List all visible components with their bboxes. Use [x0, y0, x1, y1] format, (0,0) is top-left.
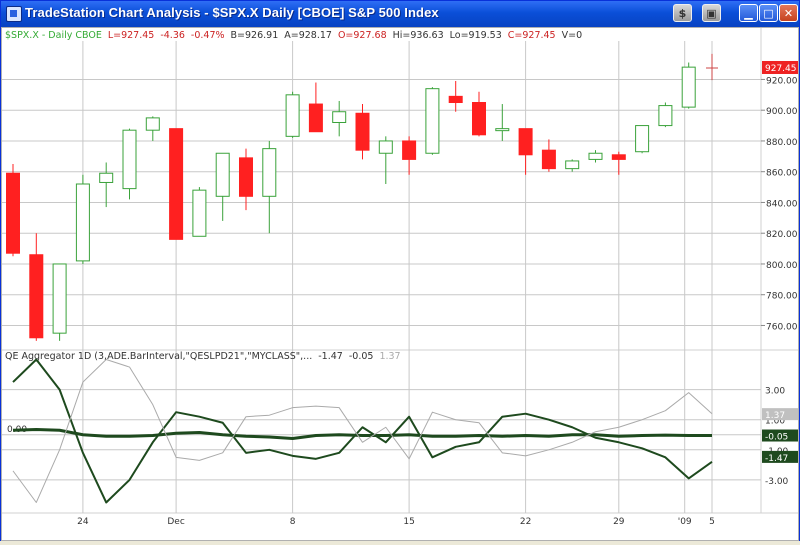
status-field: C=927.45: [508, 30, 556, 41]
price-chart[interactable]: $SPX.X - Daily CBOE L=927.45 -4.36 -0.47% B=…: [1, 27, 799, 541]
toolbar-button[interactable]: ▣: [702, 4, 721, 22]
time-tick-label: 5: [709, 517, 715, 527]
indicator-value-label: -0.05: [765, 433, 788, 443]
status-field: O=927.68: [338, 30, 387, 41]
candle-up[interactable]: [192, 189, 207, 237]
time-tick-label: 8: [290, 517, 296, 527]
indicator-tick-label: 1.00: [765, 417, 785, 427]
price-tick-label: 840.00: [766, 199, 798, 209]
price-tick-label: 880.00: [766, 138, 798, 148]
status-field: $SPX.X - Daily CBOE: [5, 30, 102, 41]
candle-up[interactable]: [425, 88, 440, 154]
candle-down[interactable]: [29, 254, 44, 339]
candle-down[interactable]: [308, 103, 323, 133]
price-tick-label: 780.00: [766, 292, 798, 302]
indicator-value-label: 1.37: [765, 411, 785, 421]
candle-down[interactable]: [6, 172, 20, 254]
minimize-button[interactable]: ▁: [739, 4, 758, 22]
candle-up[interactable]: [658, 105, 673, 127]
candle-up[interactable]: [262, 148, 277, 197]
price-tick-label: 920.00: [766, 76, 798, 86]
time-tick-label: 15: [403, 517, 414, 527]
indicator-tick-label: 3.00: [765, 387, 785, 397]
candle-down[interactable]: [518, 128, 533, 156]
indicator-value-badge: [762, 450, 799, 463]
time-tick-label: 29: [613, 517, 625, 527]
status-field: A=928.17: [284, 30, 332, 41]
candle-up[interactable]: [145, 117, 160, 131]
indicator-series-line: [12, 359, 713, 503]
time-tick-label: 24: [77, 517, 89, 527]
dollar-button[interactable]: $: [673, 4, 692, 22]
last-price-badge: [762, 60, 799, 74]
candle-up[interactable]: [52, 263, 67, 334]
candle-down[interactable]: [472, 102, 486, 136]
indicator-series-line: [12, 427, 712, 441]
indicator-value-badge: [762, 408, 799, 421]
candle-up[interactable]: [75, 183, 90, 262]
indicator-tick-label: -3.00: [765, 477, 789, 487]
candle-down[interactable]: [355, 112, 370, 151]
last-price-label: 927.45: [765, 64, 797, 74]
indicator-value-badge: [762, 429, 799, 442]
price-tick-label: 760.00: [766, 322, 798, 332]
status-field: -0.47%: [191, 30, 225, 41]
candle-up[interactable]: [635, 125, 650, 153]
candle-down[interactable]: [611, 154, 626, 160]
status-field: V=0: [562, 30, 583, 41]
indicator-field: -1.47: [318, 351, 343, 362]
candle-up[interactable]: [495, 128, 510, 132]
candle-up[interactable]: [378, 140, 393, 154]
indicator-field: 1.37: [379, 351, 400, 362]
indicator-series-line: [12, 358, 713, 504]
candle-up[interactable]: [122, 129, 137, 190]
status-field: Lo=919.53: [450, 30, 502, 41]
maximize-button[interactable]: □: [759, 4, 778, 22]
price-tick-label: 860.00: [766, 169, 798, 179]
app-icon[interactable]: [6, 6, 22, 22]
chart-background: [1, 27, 799, 541]
indicator-field: QE Aggregator 1D (3,ADE.BarInterval,"QES…: [5, 351, 312, 362]
candle-down[interactable]: [541, 149, 556, 170]
candle-down[interactable]: [239, 157, 253, 197]
time-tick-label: '09: [678, 517, 692, 527]
status-field: L=927.45: [108, 30, 155, 41]
close-button[interactable]: ✕: [779, 4, 798, 22]
price-tick-label: 900.00: [766, 107, 798, 117]
candle-up[interactable]: [565, 160, 580, 170]
indicator-value-label: -1.47: [765, 454, 788, 464]
candle-up[interactable]: [332, 111, 347, 123]
status-field: B=926.91: [231, 30, 279, 41]
candle-down[interactable]: [448, 95, 463, 104]
candle-up[interactable]: [588, 152, 603, 160]
candle-up[interactable]: [215, 152, 230, 197]
status-field: -4.36: [160, 30, 185, 41]
time-tick-label: Dec: [167, 517, 184, 527]
window-title: TradeStation Chart Analysis - $SPX.X Dai…: [25, 5, 439, 20]
price-tick-label: 800.00: [766, 261, 798, 271]
time-tick-label: 22: [520, 517, 531, 527]
candle-up[interactable]: [681, 66, 696, 108]
chart-area[interactable]: $SPX.X - Daily CBOE L=927.45 -4.36 -0.47% B=…: [1, 27, 799, 541]
candle-down[interactable]: [169, 128, 184, 240]
title-bar[interactable]: TradeStation Chart Analysis - $SPX.X Dai…: [1, 1, 799, 27]
status-field: Hi=936.63: [393, 30, 444, 41]
candle-down[interactable]: [402, 140, 417, 160]
price-tick-label: 820.00: [766, 230, 798, 240]
candle-up[interactable]: [285, 94, 300, 137]
indicator-field: -0.05: [349, 351, 374, 362]
candle-up[interactable]: [99, 172, 114, 183]
